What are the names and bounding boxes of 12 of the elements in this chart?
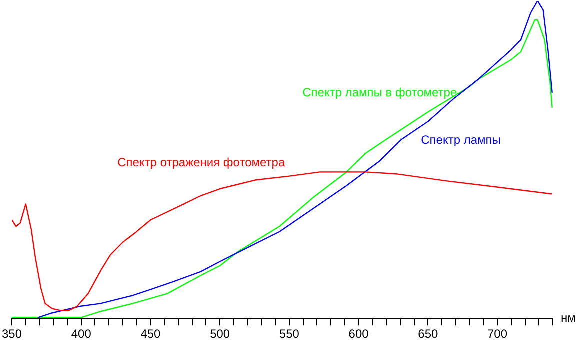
series-label: Спектр лампы <box>421 133 501 148</box>
series-label: Спектр лампы в фотометре <box>302 85 458 100</box>
x-axis-title: нм <box>561 310 576 325</box>
x-tick-label: 650 <box>418 327 438 342</box>
x-tick-label: 500 <box>210 327 230 342</box>
x-tick-label: 400 <box>71 327 92 342</box>
x-tick-label: 700 <box>488 327 508 342</box>
x-tick-label: 450 <box>140 327 162 342</box>
x-tick-label: 600 <box>348 327 370 342</box>
series-label: Спектр отражения фотометра <box>118 155 286 170</box>
x-tick-label: 550 <box>279 327 300 342</box>
x-tick-label: 350 <box>2 327 22 342</box>
